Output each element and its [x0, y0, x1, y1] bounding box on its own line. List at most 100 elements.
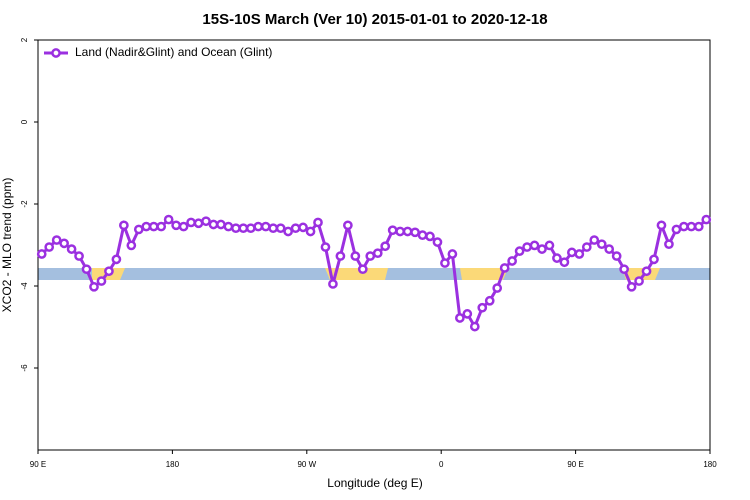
data-point [589, 235, 600, 245]
data-point [581, 242, 592, 252]
data-point [59, 238, 69, 249]
data-point [701, 214, 712, 225]
data-point [380, 241, 391, 252]
data-point [156, 221, 167, 232]
data-point [260, 221, 271, 232]
land-ocean-band [38, 268, 710, 280]
data-point [693, 221, 704, 232]
data-point [552, 253, 562, 263]
data-point [410, 227, 420, 238]
data-point [66, 244, 77, 254]
data-point [671, 224, 682, 235]
data-point [298, 222, 308, 233]
y-tick-label: -6 [20, 364, 29, 372]
data-point [395, 226, 405, 237]
data-point [350, 251, 361, 261]
data-point [193, 218, 204, 229]
x-tick-label: 90 W [297, 460, 316, 469]
legend-marker [51, 48, 61, 58]
data-point [357, 264, 368, 275]
data-point [238, 223, 249, 234]
data-point [529, 240, 540, 251]
data-point [36, 249, 47, 259]
chart-title: 15S-10S March (Ver 10) 2015-01-01 to 202… [202, 11, 547, 28]
data-point [634, 276, 644, 286]
y-tick-label: 0 [20, 119, 29, 124]
data-point [641, 266, 652, 277]
plot-frame [37, 39, 711, 451]
data-point [81, 264, 92, 275]
data-point [544, 240, 555, 251]
data-point [141, 221, 152, 232]
data-point [604, 244, 615, 254]
land-band [460, 268, 508, 280]
x-tick-label: 180 [703, 460, 717, 469]
data-point [611, 251, 622, 261]
data-point [499, 263, 510, 273]
data-point [343, 220, 353, 231]
data-point [417, 230, 428, 241]
data-point [96, 276, 107, 286]
data-point [402, 226, 413, 237]
data-point [686, 221, 697, 232]
data-point [537, 244, 547, 254]
x-tick-label: 0 [439, 460, 444, 469]
data-point [679, 221, 689, 232]
data-point [201, 216, 211, 227]
data-point [163, 214, 174, 225]
data-point [268, 223, 279, 234]
data-point [245, 223, 256, 234]
data-point [447, 249, 458, 259]
data-point [492, 283, 503, 293]
x-axis-label: Longitude (deg E) [327, 476, 422, 490]
data-point [290, 223, 301, 234]
data-point [387, 225, 398, 236]
data-point [148, 221, 159, 232]
data-point [484, 295, 495, 306]
data-point [313, 217, 323, 228]
data-point [440, 258, 450, 268]
y-axis-label: XCO2 - MLO trend (ppm) [0, 178, 14, 313]
data-point [372, 248, 383, 259]
y-tick-label: -4 [20, 282, 29, 290]
data-point [231, 223, 241, 234]
x-tick-label: 90 E [567, 460, 583, 469]
data-point [320, 242, 331, 252]
data-point [208, 219, 219, 230]
data-point [522, 242, 532, 252]
data-point [514, 246, 525, 256]
land-band [325, 268, 388, 280]
data-point [328, 279, 338, 289]
legend-label: Land (Nadir&Glint) and Ocean (Glint) [75, 45, 272, 59]
data-point [455, 313, 465, 323]
data-point [283, 226, 293, 237]
data-point [559, 257, 570, 268]
data-point [656, 220, 667, 231]
data-point [425, 231, 435, 242]
data-point [462, 309, 473, 319]
data-point [477, 302, 488, 313]
data-point [664, 239, 674, 250]
data-point [432, 237, 443, 247]
data-point [44, 242, 55, 252]
y-tick-label: 2 [20, 37, 29, 42]
data-point [574, 249, 585, 259]
x-tick-label: 90 E [30, 460, 46, 469]
data-point [469, 321, 480, 332]
data-point [305, 226, 316, 237]
data-point [51, 235, 62, 245]
data-point [89, 281, 99, 292]
data-point [111, 254, 122, 265]
data-point [335, 251, 346, 261]
data-point [275, 223, 286, 234]
data-point [619, 264, 629, 275]
data-point [216, 219, 226, 230]
data-point [253, 221, 264, 232]
data-point [596, 239, 607, 250]
data-point [133, 224, 144, 235]
data-point [171, 220, 181, 231]
data-point [126, 240, 137, 251]
x-tick-label: 180 [166, 460, 180, 469]
data-point [223, 221, 234, 232]
